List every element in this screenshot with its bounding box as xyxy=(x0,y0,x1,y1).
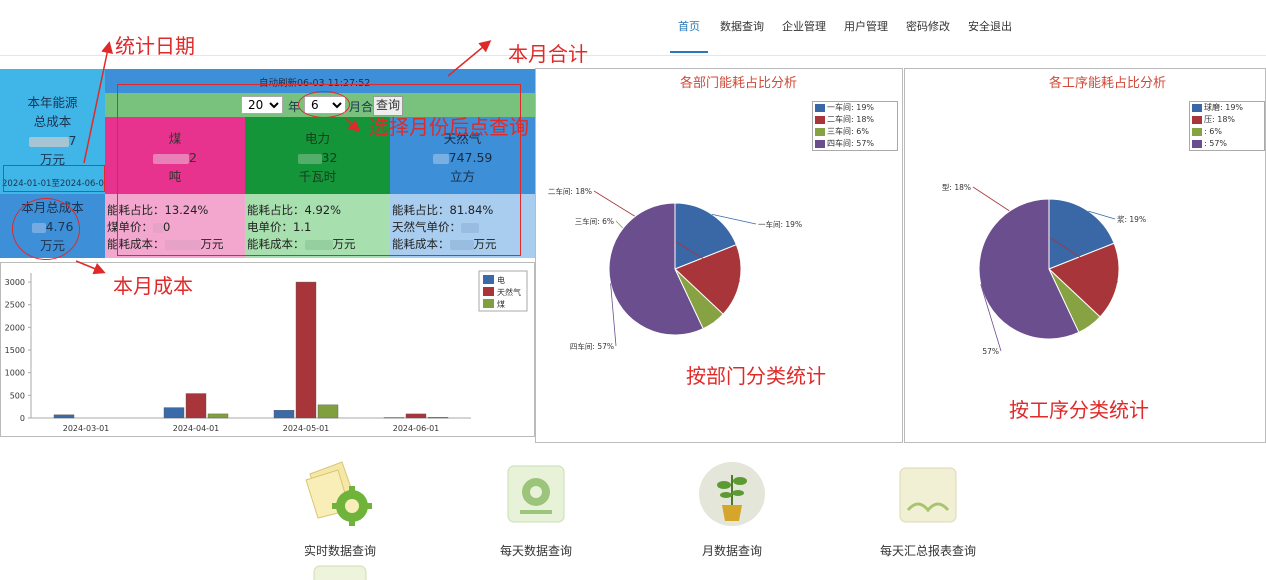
annotation-month-total: 本月合计 xyxy=(508,38,588,67)
bar-2-3 xyxy=(428,417,448,418)
shortcut-monthly-label[interactable]: 月数据查询 xyxy=(682,542,782,559)
x-tick-label: 2024-06-01 xyxy=(393,424,440,433)
shortcut-daily-label[interactable]: 每天数据查询 xyxy=(486,542,586,559)
y-tick-label: 1000 xyxy=(5,369,25,378)
pie-legend-item: : 6% xyxy=(1190,126,1264,138)
shortcut-summary-label[interactable]: 每天汇总报表查询 xyxy=(868,542,988,559)
pie-slice-label: 一车间: 19% xyxy=(758,219,802,229)
pie-legend-item: 三车间: 6% xyxy=(813,126,897,138)
bar-1-1 xyxy=(186,394,206,418)
nav-data-query[interactable]: 数据查询 xyxy=(720,18,764,34)
pie-legend-label: 球磨: 19% xyxy=(1204,103,1243,112)
y-tick-label: 500 xyxy=(10,391,25,400)
bar-legend-swatch xyxy=(483,299,494,308)
annotation-arrows xyxy=(0,0,560,300)
pie-slice-label: 四车间: 57% xyxy=(570,341,614,351)
pie-legend-label: : 6% xyxy=(1204,127,1222,136)
shortcut-realtime-label[interactable]: 实时数据查询 xyxy=(290,542,390,559)
y-tick-label: 1500 xyxy=(5,346,25,355)
process-pie-legend: 球磨: 19% 压: 18% : 6% : 57% xyxy=(1189,101,1265,151)
pie-legend-swatch xyxy=(815,116,825,124)
bar-1-3 xyxy=(406,414,426,418)
pie-legend-item: 球磨: 19% xyxy=(1190,102,1264,114)
pie-legend-item: 四车间: 57% xyxy=(813,138,897,150)
pie-legend-swatch xyxy=(815,140,825,148)
pie-legend-item: : 57% xyxy=(1190,138,1264,150)
pie-legend-item: 二车间: 18% xyxy=(813,114,897,126)
pie-legend-label: 四车间: 57% xyxy=(827,139,874,148)
department-pie-legend: 一车间: 19% 二车间: 18% 三车间: 6% 四车间: 57% xyxy=(812,101,898,151)
annotation-by-department: 按部门分类统计 xyxy=(686,360,826,389)
bar-0-2 xyxy=(274,410,294,418)
nav-user-mgmt[interactable]: 用户管理 xyxy=(844,18,888,34)
bar-2-1 xyxy=(208,414,228,418)
annotation-month-cost: 本月成本 xyxy=(113,270,193,299)
pie-legend-label: 二车间: 18% xyxy=(827,115,874,124)
daily-calendar-icon[interactable] xyxy=(506,464,566,524)
pie-legend-swatch xyxy=(815,104,825,112)
pie-slice-label: 型: 18% xyxy=(942,183,971,192)
x-tick-label: 2024-05-01 xyxy=(283,424,330,433)
report-card-icon[interactable] xyxy=(898,466,958,524)
annotation-stat-date: 统计日期 xyxy=(115,30,195,59)
bar-0-0 xyxy=(54,415,74,418)
annotation-by-process: 按工序分类统计 xyxy=(1009,394,1149,423)
pie-legend-label: 三车间: 6% xyxy=(827,127,869,136)
nav-active-indicator xyxy=(670,51,708,53)
pie-legend-swatch xyxy=(1192,104,1202,112)
pie-legend-label: : 57% xyxy=(1204,139,1227,148)
nav-password[interactable]: 密码修改 xyxy=(906,18,950,34)
pie-slice-label: 浆: 19% xyxy=(1117,214,1146,224)
pie-legend-item: 一车间: 19% xyxy=(813,102,897,114)
partial-shortcut-icon[interactable] xyxy=(312,564,368,580)
pie-slice-label: 57% xyxy=(982,347,999,356)
pie-legend-item: 压: 18% xyxy=(1190,114,1264,126)
bar-1-2 xyxy=(296,282,316,418)
pie-legend-label: 压: 18% xyxy=(1204,115,1235,124)
pie-legend-swatch xyxy=(1192,116,1202,124)
nav-logout[interactable]: 安全退出 xyxy=(968,18,1012,34)
pie-legend-label: 一车间: 19% xyxy=(827,103,874,112)
y-tick-label: 2500 xyxy=(5,301,25,310)
pie-slice-label: 三车间: 6% xyxy=(575,216,614,226)
bar-2-2 xyxy=(318,405,338,418)
pie-legend-swatch xyxy=(1192,128,1202,136)
y-tick-label: 0 xyxy=(20,414,25,423)
nav-company-mgmt[interactable]: 企业管理 xyxy=(782,18,826,34)
nav-home[interactable]: 首页 xyxy=(678,18,700,34)
bar-legend-label: 煤 xyxy=(497,299,505,309)
annotation-select-month: 选择月份后点查询 xyxy=(369,111,529,140)
x-tick-label: 2024-03-01 xyxy=(63,424,110,433)
y-tick-label: 2000 xyxy=(5,323,25,332)
bar-0-1 xyxy=(164,408,184,418)
pie-legend-swatch xyxy=(1192,140,1202,148)
x-tick-label: 2024-04-01 xyxy=(173,424,220,433)
process-pie-panel: 各工序能耗占比分析 浆: 19% 型: 18% 57% 球磨: 19% 压: 18%:… xyxy=(904,68,1266,443)
pie-legend-swatch xyxy=(815,128,825,136)
folder-gear-icon[interactable] xyxy=(300,456,380,536)
plant-pot-icon[interactable] xyxy=(698,461,766,527)
